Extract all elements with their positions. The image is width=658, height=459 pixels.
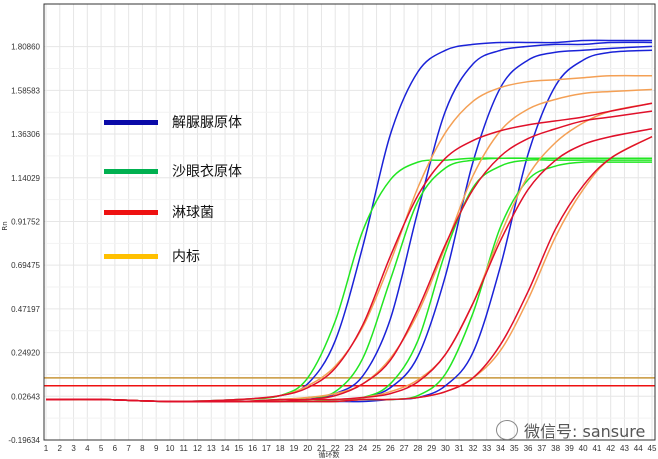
y-tick-label: 1.14029 [11, 174, 40, 183]
x-axis-ticks: 1 2 3 4 5 6 7 8 9 10 11 12 13 14 15 16 17 18 19 20 21 22 23 24 2… [44, 444, 657, 453]
y-tick-label: 1.58583 [11, 86, 40, 95]
x-tick-label: 10 [166, 444, 175, 453]
legend-label: 内标 [172, 249, 200, 265]
legend-swatch [104, 209, 158, 215]
y-tick-label: 0.02643 [11, 392, 40, 401]
x-tick-label: 3 [71, 444, 76, 453]
x-tick-label: 17 [262, 444, 271, 453]
legend-item-internal-control: 内标 [104, 246, 200, 266]
x-tick-label: 40 [579, 444, 588, 453]
legend-label: 解脲脲原体 [172, 115, 242, 131]
x-tick-label: 8 [140, 444, 145, 453]
x-tick-label: 25 [372, 444, 381, 453]
legend-swatch [104, 119, 158, 125]
y-tick-label: 0.91752 [11, 217, 40, 226]
x-tick-label: 31 [455, 444, 464, 453]
y-tick-label: 0.69475 [11, 261, 40, 270]
x-tick-label: 22 [331, 444, 340, 453]
x-tick-label: 20 [303, 444, 312, 453]
x-tick-label: 21 [317, 444, 326, 453]
grid [44, 4, 655, 441]
x-tick-label: 2 [58, 444, 63, 453]
legend-swatch [104, 168, 158, 174]
y-tick-label: 1.36306 [11, 130, 40, 139]
x-tick-label: 38 [551, 444, 560, 453]
x-tick-label: 24 [358, 444, 367, 453]
x-tick-label: 6 [113, 444, 118, 453]
x-tick-label: 9 [154, 444, 159, 453]
x-tick-label: 29 [427, 444, 436, 453]
x-tick-label: 43 [620, 444, 629, 453]
x-tick-label: 5 [99, 444, 104, 453]
legend-item-ureaplasma: 解脲脲原体 [104, 112, 242, 132]
legend-swatch [104, 253, 158, 259]
x-tick-label: 32 [469, 444, 478, 453]
x-tick-label: 26 [386, 444, 395, 453]
x-tick-label: 39 [565, 444, 574, 453]
plot-frame [43, 3, 656, 441]
x-tick-label: 15 [234, 444, 243, 453]
x-tick-label: 4 [85, 444, 90, 453]
legend-item-chlamydia: 沙眼衣原体 [104, 161, 242, 181]
amplification-curves [45, 39, 653, 403]
x-tick-label: 28 [413, 444, 422, 453]
x-tick-label: 33 [482, 444, 491, 453]
y-tick-label: 1.80860 [11, 43, 40, 52]
x-tick-label: 12 [193, 444, 202, 453]
x-axis-title: 循环数 [319, 450, 340, 459]
x-tick-label: 42 [606, 444, 615, 453]
x-tick-label: 37 [537, 444, 546, 453]
x-tick-label: 23 [345, 444, 354, 453]
x-tick-label: 7 [126, 444, 131, 453]
y-tick-label: 0.24920 [11, 349, 40, 358]
x-tick-label: 16 [248, 444, 257, 453]
x-tick-label: 18 [276, 444, 285, 453]
x-tick-label: 35 [510, 444, 519, 453]
x-tick-label: 41 [592, 444, 601, 453]
x-tick-label: 1 [44, 444, 49, 453]
watermark-text: 微信号: sansure [524, 422, 646, 441]
amplification-curve [45, 102, 653, 403]
x-tick-label: 13 [207, 444, 216, 453]
x-tick-label: 36 [524, 444, 533, 453]
x-tick-label: 45 [648, 444, 657, 453]
x-tick-label: 44 [634, 444, 643, 453]
x-tick-label: 14 [221, 444, 230, 453]
legend-label: 淋球菌 [172, 205, 214, 221]
x-tick-label: 19 [289, 444, 298, 453]
x-tick-label: 11 [180, 444, 189, 453]
y-axis-ticks: 1.80860 1.58583 1.36306 1.14029 0.91752 0.694… [8, 43, 40, 445]
wechat-icon [496, 420, 518, 440]
legend-item-gonorrhea: 淋球菌 [104, 202, 214, 222]
amplification-curve [45, 135, 653, 403]
x-tick-label: 30 [441, 444, 450, 453]
legend-label: 沙眼衣原体 [172, 164, 242, 180]
y-axis-title: Rn [1, 221, 9, 230]
x-tick-label: 27 [400, 444, 409, 453]
x-tick-label: 34 [496, 444, 505, 453]
watermark: 微信号: sansure [496, 418, 645, 442]
y-tick-label: -0.19634 [8, 436, 40, 445]
y-tick-label: 0.47197 [11, 305, 40, 314]
